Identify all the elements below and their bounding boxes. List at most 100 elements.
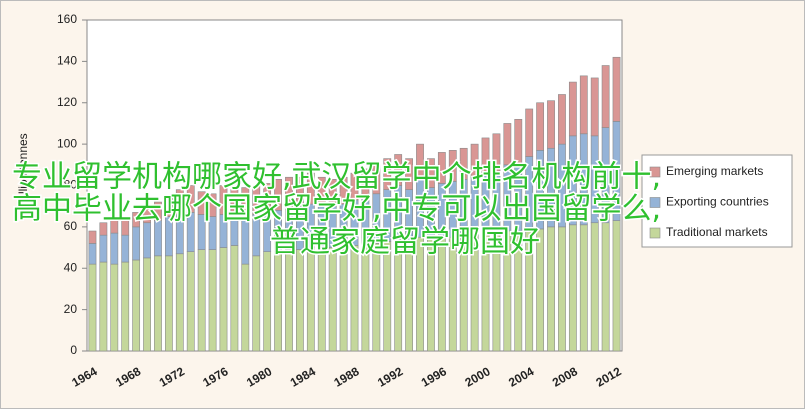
legend-label: Emerging markets: [666, 164, 763, 178]
bar-segment: [143, 205, 151, 224]
bar-segment: [274, 178, 282, 211]
y-tick-label: 120: [57, 95, 77, 109]
bar-segment: [252, 185, 261, 215]
bar-segment: [143, 257, 151, 352]
bar-segment: [154, 201, 162, 221]
bar-segment: [394, 154, 403, 186]
bar-segment: [88, 243, 97, 265]
bar-segment: [208, 193, 217, 217]
bar-segment: [481, 137, 490, 174]
bar-segment: [99, 222, 108, 236]
bar-segment: [306, 172, 315, 205]
bar-segment: [405, 158, 413, 190]
y-tick-label: 0: [70, 343, 77, 357]
bar-segment: [110, 263, 119, 352]
bar-segment: [241, 263, 250, 352]
bar-segment: [416, 143, 424, 180]
bar-segment: [317, 176, 326, 207]
bar-segment: [274, 251, 282, 352]
bar-segment: [350, 245, 359, 352]
bar-segment: [164, 195, 173, 217]
bar-segment: [579, 75, 588, 135]
bar-segment: [263, 183, 272, 213]
bar-segment: [306, 247, 315, 352]
watermark-text: 普通家庭留学哪国好: [270, 225, 540, 260]
bar-segment: [612, 56, 621, 122]
watermark-text: 专业留学机构哪家好,武汉留学中介排名机构前十,: [12, 160, 661, 195]
bar-segment: [121, 261, 130, 352]
bar-segment: [339, 176, 348, 205]
bar-segment: [437, 152, 446, 184]
y-tick-label: 140: [57, 54, 77, 68]
bar-segment: [208, 249, 217, 352]
bar-segment: [88, 230, 97, 244]
bar-segment: [252, 255, 261, 352]
bar-segment: [88, 263, 97, 352]
bar-segment: [579, 224, 588, 352]
bar-segment: [558, 226, 566, 352]
y-tick-label: 160: [57, 12, 77, 26]
bar-segment: [110, 232, 119, 265]
legend-box: [641, 154, 793, 248]
bar-segment: [536, 102, 545, 151]
bar-segment: [175, 189, 184, 215]
bar-segment: [241, 187, 250, 219]
bar-segment: [448, 150, 457, 182]
bar-segment: [219, 247, 228, 352]
bar-segment: [219, 185, 228, 215]
bar-segment: [459, 147, 468, 180]
bar-segment: [601, 222, 610, 352]
y-tick-label: 100: [57, 136, 77, 150]
bar-segment: [121, 220, 130, 236]
bar-segment: [99, 234, 108, 263]
bar-segment: [339, 245, 348, 352]
bar-segment: [361, 168, 370, 199]
bar-segment: [383, 158, 392, 190]
bar-segment: [110, 218, 119, 234]
bar-segment: [285, 176, 293, 209]
bar-segment: [547, 100, 555, 149]
bar-segment: [503, 123, 512, 166]
bar-segment: [186, 185, 195, 213]
bar-segment: [361, 243, 370, 352]
bar-segment: [121, 234, 130, 263]
bar-segment: [230, 245, 239, 352]
bar-segment: [568, 81, 577, 137]
bar-segment: [175, 253, 184, 352]
bar-segment: [427, 158, 435, 188]
bar-segment: [154, 255, 162, 352]
y-axis-label: Million tonnes: [16, 133, 30, 206]
bar-segment: [590, 222, 599, 352]
bar-segment: [263, 251, 272, 352]
bar-segment: [197, 249, 206, 352]
watermark-text: 高中毕业去哪个国家留学好,中专可以出国留学么,: [12, 192, 661, 227]
bar-segment: [328, 178, 337, 207]
y-tick-label: 60: [64, 219, 78, 233]
y-tick-label: 80: [64, 178, 78, 192]
bar-segment: [492, 133, 501, 172]
bar-segment: [372, 243, 381, 352]
bar-segment: [132, 259, 141, 352]
y-tick-label: 20: [64, 302, 78, 316]
bar-segment: [470, 143, 479, 178]
legend-swatch: [649, 227, 661, 239]
bar-segment: [296, 249, 304, 352]
bar-segment: [590, 77, 599, 137]
bar-segment: [164, 255, 173, 352]
bar-segment: [99, 261, 108, 352]
y-tick-label: 40: [64, 260, 78, 274]
legend-swatch: [649, 166, 661, 178]
bar-segment: [230, 189, 239, 221]
bar-segment: [568, 224, 577, 352]
legend-swatch: [649, 197, 661, 208]
bar-segment: [612, 220, 621, 352]
bar-segment: [514, 119, 523, 164]
bar-segment: [350, 172, 359, 201]
bar-segment: [285, 249, 293, 352]
bar-segment: [197, 191, 206, 215]
bar-segment: [558, 94, 566, 145]
bar-segment: [328, 247, 337, 352]
legend-label: Exporting countries: [666, 195, 769, 209]
bar-segment: [601, 65, 610, 128]
